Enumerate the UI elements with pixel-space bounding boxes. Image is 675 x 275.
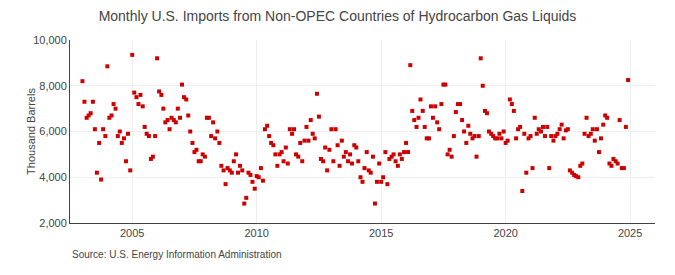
svg-text:Source: U.S. Energy Informatio: Source: U.S. Energy Information Administ… xyxy=(72,249,282,260)
svg-text:6,000: 6,000 xyxy=(39,125,67,137)
svg-text:Thousand Barrels: Thousand Barrels xyxy=(25,88,37,175)
svg-text:8,000: 8,000 xyxy=(39,80,67,92)
svg-text:2015: 2015 xyxy=(369,227,393,239)
svg-text:2010: 2010 xyxy=(244,227,268,239)
svg-text:2025: 2025 xyxy=(618,227,642,239)
svg-text:2005: 2005 xyxy=(120,227,144,239)
svg-text:Monthly U.S. Imports from Non-: Monthly U.S. Imports from Non-OPEC Count… xyxy=(99,8,577,24)
svg-text:10,000: 10,000 xyxy=(33,34,67,46)
svg-text:2,000: 2,000 xyxy=(39,217,67,229)
svg-text:2020: 2020 xyxy=(493,227,517,239)
svg-text:4,000: 4,000 xyxy=(39,171,67,183)
